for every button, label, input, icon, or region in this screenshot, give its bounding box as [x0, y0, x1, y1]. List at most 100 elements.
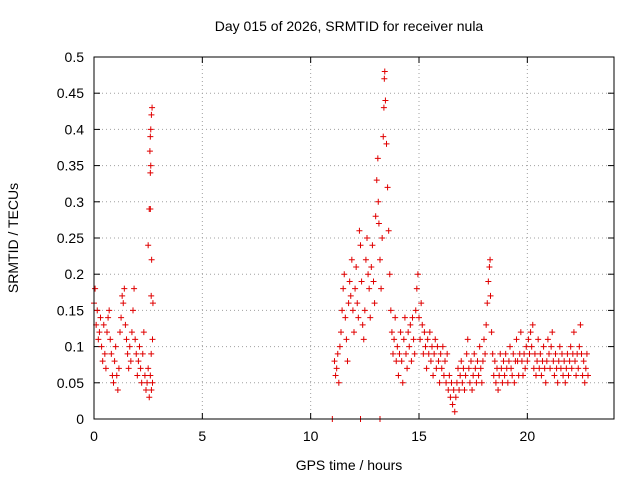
data-point [478, 379, 485, 386]
data-point [429, 343, 435, 350]
data-point [404, 365, 411, 372]
data-point [394, 343, 401, 350]
data-point [451, 408, 458, 415]
data-point [115, 365, 122, 372]
data-point [463, 350, 470, 357]
data-point [444, 350, 451, 357]
data-point [421, 329, 428, 336]
data-point [432, 336, 439, 343]
data-point [554, 379, 561, 386]
data-point [499, 379, 506, 386]
data-point [357, 242, 364, 249]
data-point [384, 184, 391, 191]
data-point [470, 372, 477, 379]
data-point [379, 235, 386, 241]
data-point [343, 336, 350, 343]
data-point [438, 365, 445, 372]
data-point [563, 365, 570, 372]
data-point [524, 358, 531, 365]
data-point [147, 133, 154, 140]
data-point [359, 321, 366, 328]
data-point [437, 350, 444, 357]
data-point [585, 372, 591, 379]
data-point [521, 350, 528, 357]
data-point [433, 365, 440, 372]
data-point [442, 358, 448, 365]
data-point [538, 372, 545, 379]
data-point [125, 365, 132, 372]
data-point [340, 285, 347, 292]
data-point [465, 365, 472, 372]
data-point [95, 336, 102, 343]
data-point [373, 177, 380, 184]
data-point [581, 379, 588, 386]
data-point [94, 307, 101, 314]
data-point [148, 111, 155, 118]
data-point [388, 329, 395, 336]
data-point [131, 285, 138, 292]
y-tick-label: 0.4 [65, 121, 85, 137]
data-point [426, 329, 433, 336]
data-point [96, 329, 103, 336]
data-point [436, 379, 443, 386]
data-point [501, 372, 508, 379]
data-point [497, 350, 504, 357]
data-point [149, 379, 156, 386]
data-point [381, 75, 388, 82]
data-point [500, 358, 507, 365]
y-tick-label: 0.25 [57, 230, 84, 246]
data-point [378, 285, 385, 292]
data-point [450, 387, 457, 394]
data-point [561, 358, 568, 365]
y-tick-label: 0.1 [65, 339, 85, 355]
data-point [550, 358, 557, 365]
data-point [148, 387, 155, 394]
data-point [333, 365, 340, 372]
data-point [508, 365, 515, 372]
data-point [469, 387, 476, 394]
data-point [114, 387, 121, 394]
data-point [416, 314, 422, 321]
data-point [351, 329, 357, 336]
data-point [148, 256, 155, 263]
data-point [411, 350, 418, 357]
data-point [408, 358, 415, 365]
x-tick-label: 15 [411, 428, 427, 444]
data-point [352, 285, 359, 292]
data-point [555, 358, 562, 365]
data-point [143, 387, 149, 394]
data-point [422, 343, 429, 350]
data-point [488, 329, 495, 336]
data-point [547, 365, 554, 372]
data-point [485, 278, 492, 285]
data-point [430, 372, 437, 379]
data-point [118, 314, 125, 321]
data-point [525, 336, 532, 343]
data-point [395, 372, 402, 379]
plot-frame [93, 56, 615, 420]
data-point [461, 387, 468, 394]
data-point [369, 242, 376, 249]
data-point [380, 104, 387, 111]
data-point [365, 271, 372, 278]
data-point [542, 379, 549, 386]
y-tick-label: 0.45 [57, 85, 84, 101]
data-point [458, 358, 465, 365]
data-point [425, 350, 432, 357]
data-point [119, 292, 126, 299]
data-point [403, 350, 409, 357]
data-point [356, 227, 363, 234]
data-point [353, 263, 360, 270]
data-point [148, 292, 155, 299]
data-point [489, 350, 496, 357]
data-point [375, 220, 382, 227]
data-point [149, 336, 156, 343]
data-point [133, 350, 140, 357]
data-point [575, 365, 582, 372]
data-point [392, 314, 399, 321]
data-point [123, 336, 130, 343]
data-point [487, 256, 494, 263]
data-point [534, 358, 541, 365]
data-point [549, 329, 556, 336]
